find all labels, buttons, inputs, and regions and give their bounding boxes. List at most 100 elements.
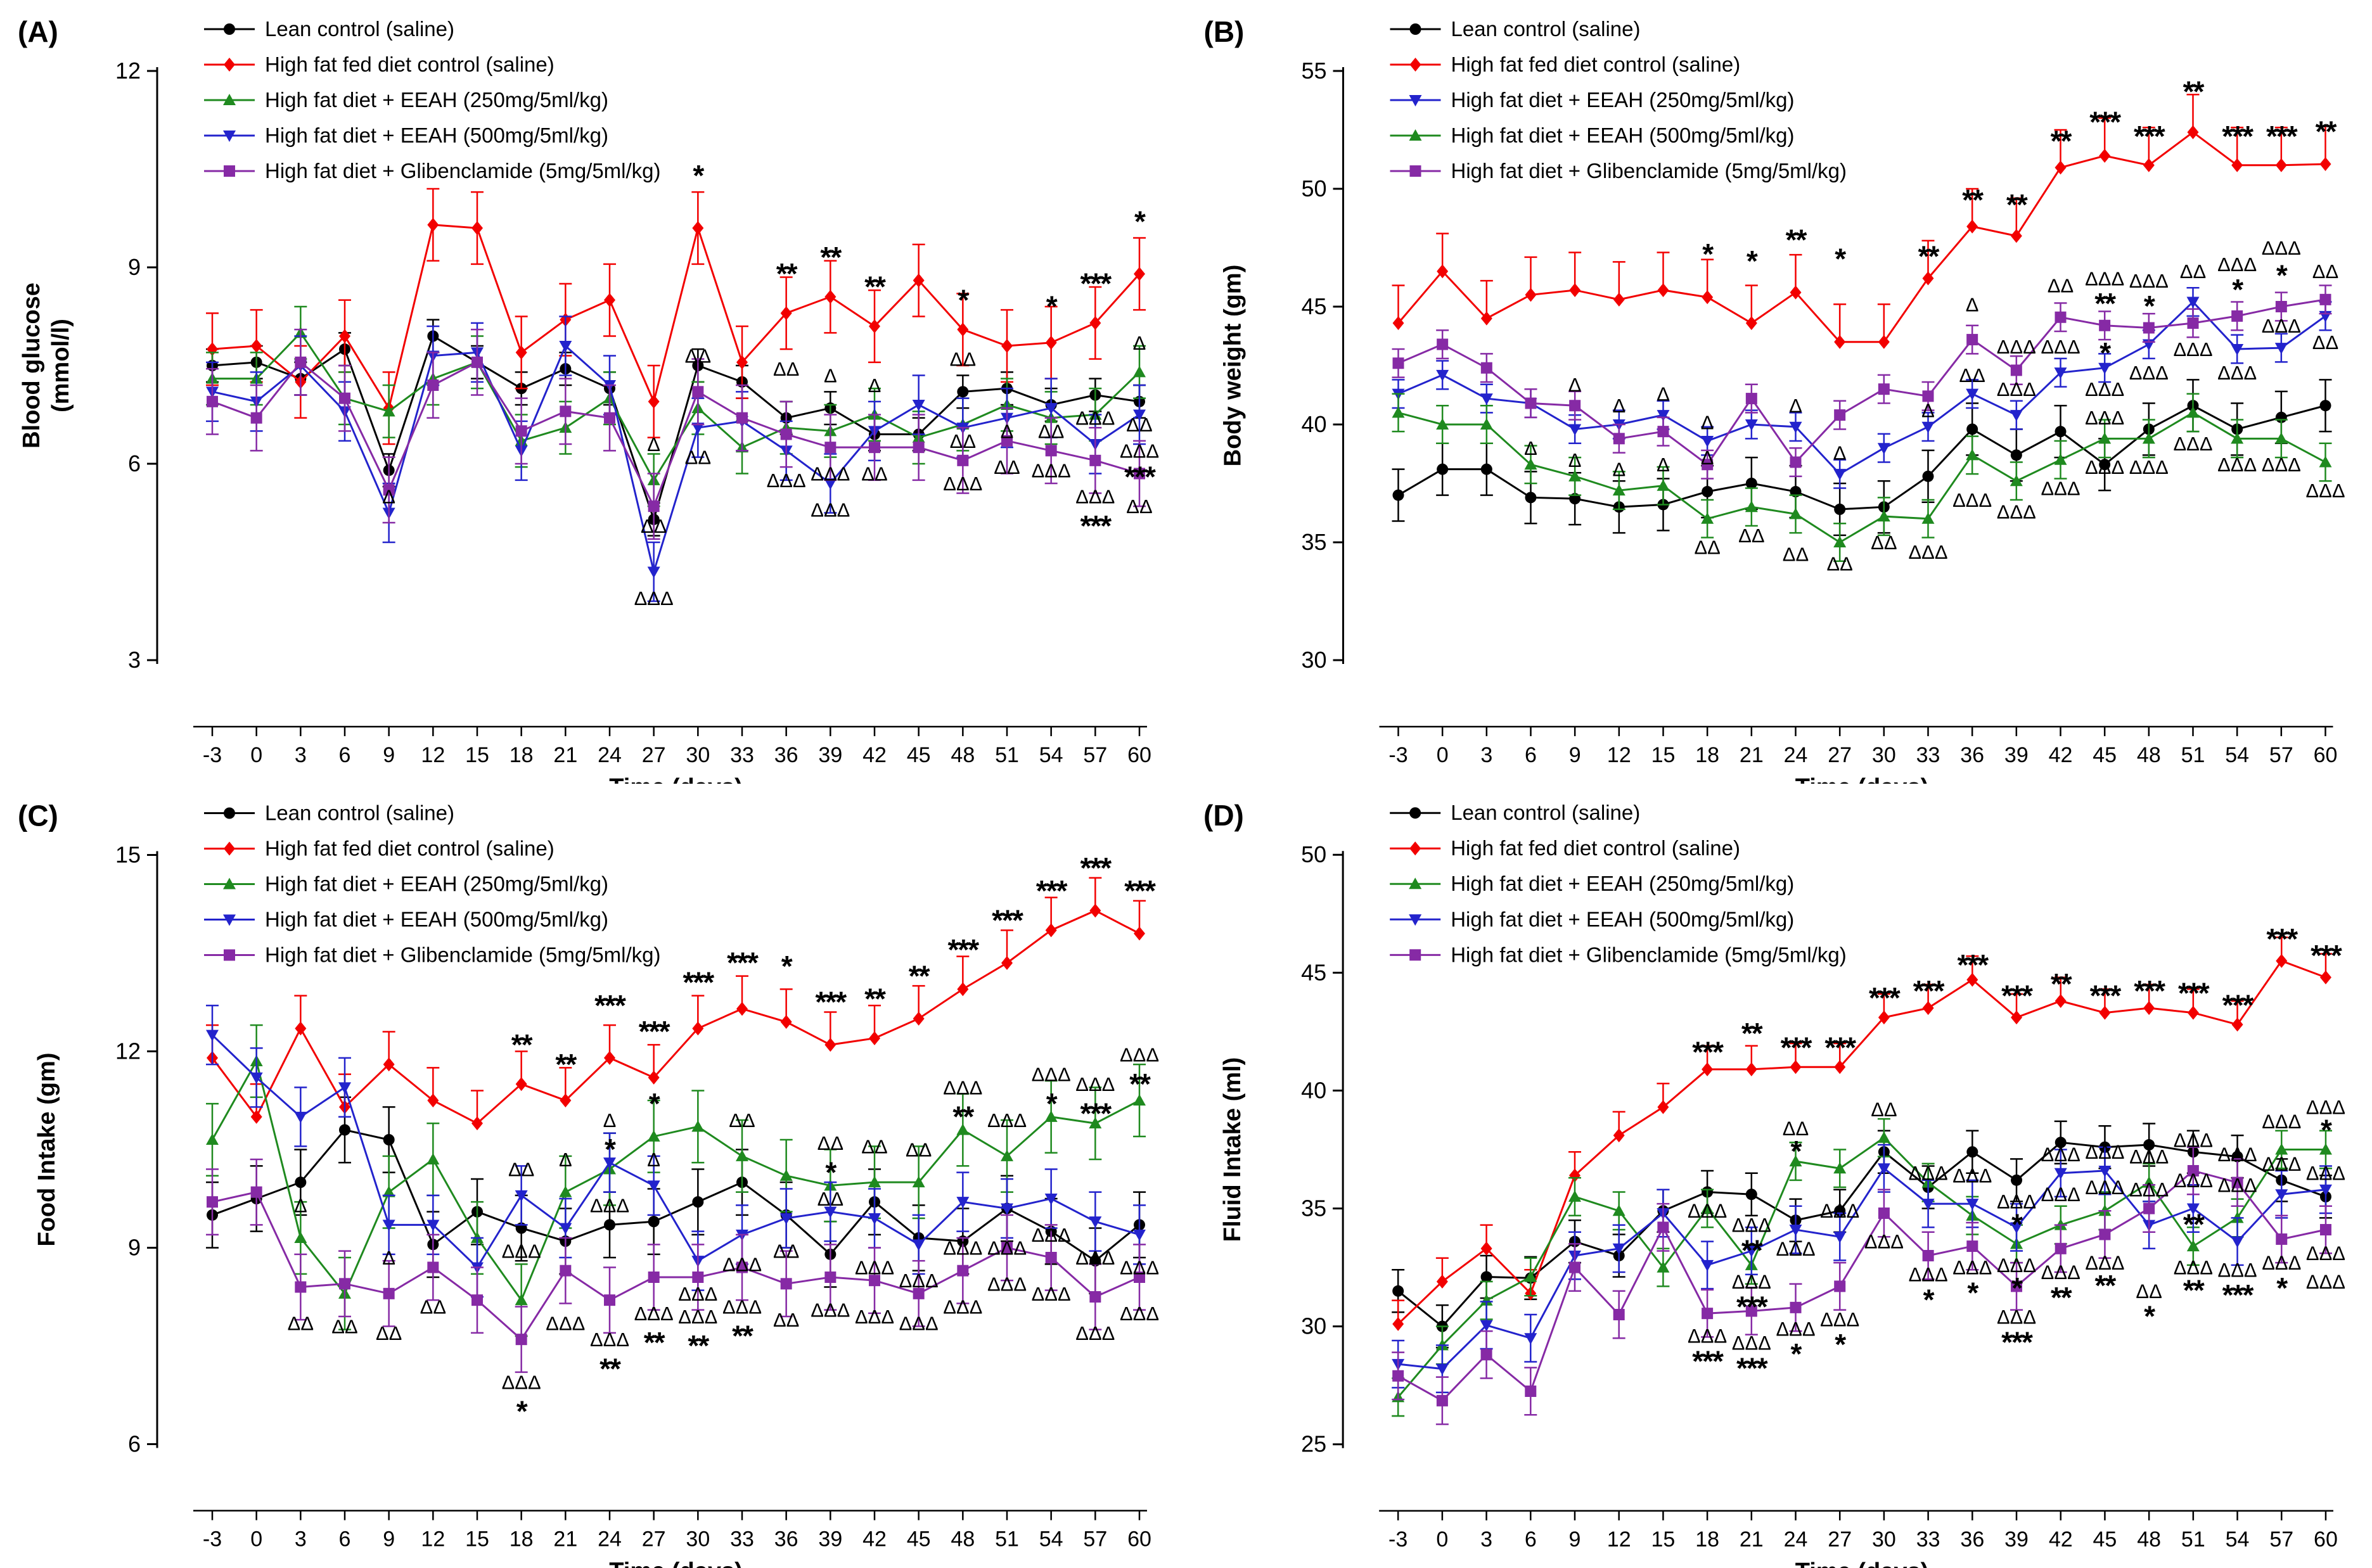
star-annotation: ** — [2051, 967, 2072, 1000]
delta-annotation: ΔΔΔ — [2262, 237, 2301, 259]
x-tick-label: 57 — [2269, 743, 2293, 767]
star-annotation: *** — [2090, 979, 2122, 1012]
series-line — [1398, 411, 2326, 544]
y-tick-label: 30 — [1301, 1313, 1326, 1339]
star-annotation: ** — [952, 1100, 974, 1133]
star-annotation: ** — [820, 241, 842, 274]
star-annotation: ** — [599, 1352, 621, 1385]
series-line — [212, 224, 1141, 411]
legend-label: High fat diet + Glibenclamide (5mg/5ml/k… — [1451, 159, 1847, 182]
series-line — [1398, 1167, 2326, 1370]
panel-letter: (B) — [1204, 15, 1245, 48]
delta-annotation: ΔΔΔ — [2085, 378, 2124, 400]
star-annotation: *** — [1692, 1036, 1724, 1069]
delta-annotation: Δ — [1612, 459, 1625, 481]
delta-annotation: ΔΔ — [861, 1135, 887, 1157]
x-tick-label: 39 — [818, 1527, 842, 1552]
delta-annotation: ΔΔΔ — [1075, 407, 1115, 430]
delta-annotation: Δ — [382, 486, 395, 508]
delta-annotation: ΔΔ — [508, 1159, 534, 1181]
star-annotation: * — [2232, 273, 2243, 306]
y-tick-label: 9 — [128, 254, 141, 280]
legend-label: High fat diet + EEAH (500mg/5ml/kg) — [1451, 124, 1795, 147]
star-annotation: * — [2011, 1208, 2023, 1240]
series-line — [1397, 1141, 2326, 1328]
star-annotation: * — [1046, 290, 1058, 323]
star-annotation: *** — [727, 947, 759, 979]
delta-annotation: Δ — [1657, 383, 1670, 405]
star-annotation: *** — [1736, 1291, 1768, 1323]
delta-annotation: Δ — [647, 1149, 660, 1171]
x-tick-label: 57 — [2269, 1527, 2293, 1552]
x-tick-label: 54 — [1039, 743, 1063, 767]
x-tick-label: 18 — [1695, 743, 1719, 767]
x-tick-label: 12 — [421, 1527, 445, 1552]
star-annotation: * — [605, 1133, 616, 1166]
series-diamond — [1392, 936, 2332, 1331]
delta-annotation: ΔΔ — [729, 1109, 755, 1131]
y-axis: 6 9 12 15 — [115, 842, 158, 1457]
significance-annotations: **************** **** *******************Δ… — [288, 851, 1159, 1428]
x-axis: -3 0 3 6 9 12 15 18 21 24 27 30 33 36 39 42 45 48 51 54 57 60… — [1379, 1510, 2338, 1568]
delta-annotation: ΔΔΔ — [1075, 486, 1115, 508]
delta-annotation: ΔΔΔ — [2085, 407, 2124, 429]
series-line — [1397, 1136, 2326, 1398]
delta-annotation: ΔΔΔ — [678, 1283, 717, 1305]
delta-annotation: ΔΔΔ — [2173, 433, 2212, 455]
delta-annotation: ΔΔΔ — [2306, 1096, 2345, 1118]
delta-annotation: ΔΔ — [685, 447, 711, 469]
delta-annotation: ΔΔΔ — [943, 1296, 982, 1318]
x-tick-label: -3 — [1388, 1527, 1407, 1552]
star-annotation: ** — [1786, 224, 1807, 257]
star-annotation: *** — [594, 989, 626, 1022]
delta-annotation: Δ — [647, 433, 660, 456]
delta-annotation: ΔΔΔ — [1776, 1238, 1815, 1260]
legend-label: High fat diet + EEAH (250mg/5ml/kg) — [1451, 88, 1795, 112]
x-tick-label: 0 — [1436, 1527, 1448, 1552]
x-tick-label: 54 — [1039, 1527, 1063, 1552]
star-annotation: *** — [1124, 460, 1156, 493]
delta-annotation: ΔΔΔ — [634, 1303, 674, 1325]
star-annotation: *** — [639, 1015, 670, 1048]
delta-annotation: ΔΔΔ — [1997, 1190, 2036, 1213]
legend-label: High fat diet + EEAH (250mg/5ml/kg) — [1451, 872, 1794, 895]
x-tick-label: 39 — [2004, 1527, 2029, 1552]
star-annotation: *** — [2222, 1278, 2254, 1311]
star-annotation: * — [1835, 242, 1846, 275]
series-line — [1397, 300, 2326, 476]
delta-annotation: ΔΔΔ — [2262, 1111, 2301, 1133]
x-tick-label: 54 — [2226, 1527, 2250, 1552]
x-tick-label: 42 — [862, 1527, 887, 1552]
star-annotation: *** — [2134, 120, 2165, 153]
series-line — [211, 909, 1140, 1125]
delta-annotation: ΔΔΔ — [2217, 362, 2257, 384]
delta-annotation: ΔΔΔ — [943, 473, 982, 495]
star-annotation: ** — [2094, 287, 2116, 320]
delta-annotation: ΔΔΔ — [943, 1237, 982, 1259]
y-tick-label: 30 — [1301, 647, 1326, 673]
delta-annotation: ΔΔ — [2048, 275, 2074, 297]
star-annotation: *** — [2001, 1326, 2033, 1359]
x-tick-label: -3 — [203, 1527, 222, 1552]
delta-annotation: ΔΔΔ — [1909, 1163, 1948, 1185]
x-tick-label: 30 — [686, 743, 710, 767]
delta-annotation: ΔΔΔ — [2217, 1259, 2257, 1281]
delta-annotation: ΔΔΔ — [1120, 1044, 1159, 1066]
y-tick-label: 6 — [128, 450, 141, 476]
delta-annotation: ΔΔΔ — [2262, 454, 2301, 476]
x-tick-label: 3 — [295, 743, 307, 767]
x-tick-label: 30 — [1872, 743, 1896, 767]
legend-label: High fat diet + EEAH (500mg/5ml/kg) — [265, 124, 608, 147]
series-line — [1397, 1170, 2326, 1402]
delta-annotation: ΔΔΔ — [943, 1076, 982, 1099]
star-annotation: *** — [815, 986, 847, 1019]
panel-letter: (A) — [18, 15, 58, 48]
legend-label: High fat diet + EEAH (250mg/5ml/kg) — [265, 872, 608, 896]
delta-annotation: ΔΔΔ — [2085, 456, 2124, 478]
delta-annotation: ΔΔΔ — [1997, 501, 2036, 523]
delta-annotation: Δ — [1921, 400, 1935, 422]
star-annotation: *** — [1913, 974, 1945, 1007]
x-tick-label: 51 — [995, 1527, 1019, 1552]
star-annotation: ** — [864, 983, 886, 1016]
